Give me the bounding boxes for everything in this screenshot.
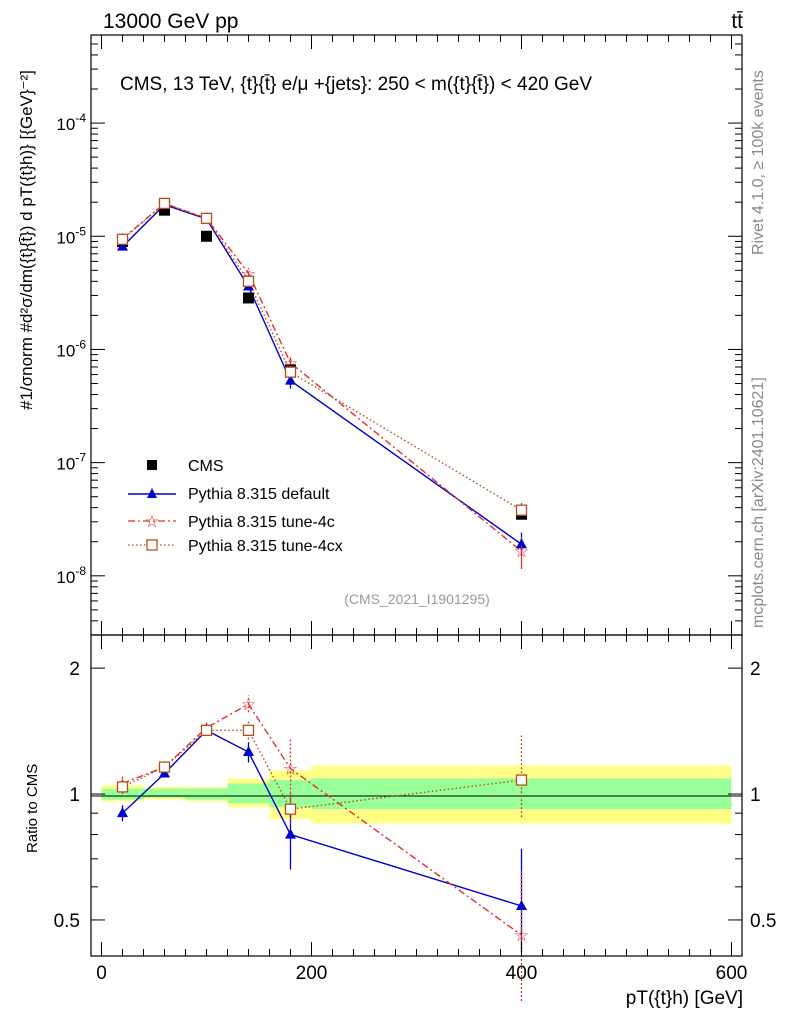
marker-square: [284, 803, 297, 815]
mcplots-label: mcplots.cern.ch [arXiv:2401.10621]: [750, 377, 767, 628]
legend-tune4c-marker: ☆: [144, 512, 159, 531]
y-tick-label: 0.5: [54, 911, 80, 932]
band-inner: [227, 783, 270, 804]
marker-triangle: [285, 828, 296, 839]
marker-square: [158, 197, 171, 210]
legend-cms-label: CMS: [188, 458, 224, 475]
y-tick-label: 10-7: [56, 451, 86, 474]
legend: CMS Pythia 8.315 default ☆ Pythia 8.315 …: [128, 458, 343, 555]
y-tick-label-right: 2: [750, 659, 761, 680]
series-line: [122, 202, 522, 552]
marker-triangle: [243, 746, 254, 757]
marker-square: [242, 724, 255, 736]
cms-point: [243, 292, 254, 304]
legend-default-label: Pythia 8.315 default: [188, 486, 330, 503]
main-title: CMS, 13 TeV, {t}{t̄} e/μ +{jets}: 250 < …: [120, 74, 592, 95]
marker-star: ☆: [283, 760, 298, 779]
legend-tune4cx-marker: [146, 539, 158, 551]
main-ylabel: #1/σnorm #d²σ/dm({t}{t̄}) d pT({t}h)} [{…: [17, 70, 36, 410]
band-inner: [185, 788, 228, 800]
series-line: [122, 202, 522, 511]
marker-star: ☆: [514, 926, 529, 945]
marker-square: [158, 761, 171, 773]
marker-square: [116, 781, 129, 793]
marker-square: [116, 233, 129, 245]
marker-square: [242, 275, 255, 287]
cms-point: [201, 230, 212, 242]
series-line: [122, 203, 522, 545]
marker-triangle: [516, 899, 527, 910]
ratio-ylabel: Ratio to CMS: [24, 764, 41, 853]
watermark: (CMS_2021_I1901295): [344, 591, 490, 607]
legend-tune4cx-label: Pythia 8.315 tune-4cx: [188, 538, 343, 555]
marker-triangle: [117, 240, 128, 251]
y-tick-label: 10-5: [56, 224, 86, 247]
x-tick-label: 200: [296, 963, 328, 984]
marker-square: [284, 366, 297, 378]
y-tick-label-right: 0.5: [750, 911, 776, 932]
ratio-series-line: [122, 729, 522, 907]
process-label: tt̄: [731, 10, 743, 33]
y-tick-label: 10-6: [56, 337, 86, 360]
band-inner: [101, 788, 144, 800]
y-tick-label: 2: [69, 659, 80, 680]
y-tick-label-right: 1: [750, 785, 761, 806]
ratio-xlabel: pT({t}h) [GeV]: [626, 988, 743, 1009]
marker-triangle: [516, 538, 527, 549]
x-tick-label: 400: [506, 963, 538, 984]
marker-square: [515, 504, 528, 516]
legend-default-marker: [147, 488, 157, 498]
ratio-series-line: [122, 729, 522, 810]
y-tick-label: 10-8: [56, 564, 86, 587]
band-inner: [143, 788, 186, 798]
y-tick-label: 1: [69, 785, 80, 806]
rivet-label: Rivet 4.1.0, ≥ 100k events: [750, 70, 767, 255]
legend-cms-marker: [147, 460, 157, 470]
marker-triangle: [117, 807, 128, 818]
y-tick-label: 10-4: [56, 111, 86, 134]
cms-point: [159, 204, 170, 216]
marker-square: [200, 212, 213, 224]
marker-star: ☆: [241, 695, 256, 714]
marker-triangle: [285, 374, 296, 385]
legend-tune4c-label: Pythia 8.315 tune-4c: [188, 514, 335, 531]
marker-square: [200, 724, 213, 736]
marker-square: [515, 774, 528, 786]
energy-label: 13000 GeV pp: [103, 10, 238, 33]
x-tick-label: 0: [96, 963, 107, 984]
marker-star: ☆: [514, 542, 529, 561]
main-panel: CMS, 13 TeV, {t}{t̄} e/μ +{jets}: 250 < …: [17, 34, 743, 636]
x-tick-label: 600: [716, 963, 748, 984]
ratio-series-line: [122, 703, 522, 936]
